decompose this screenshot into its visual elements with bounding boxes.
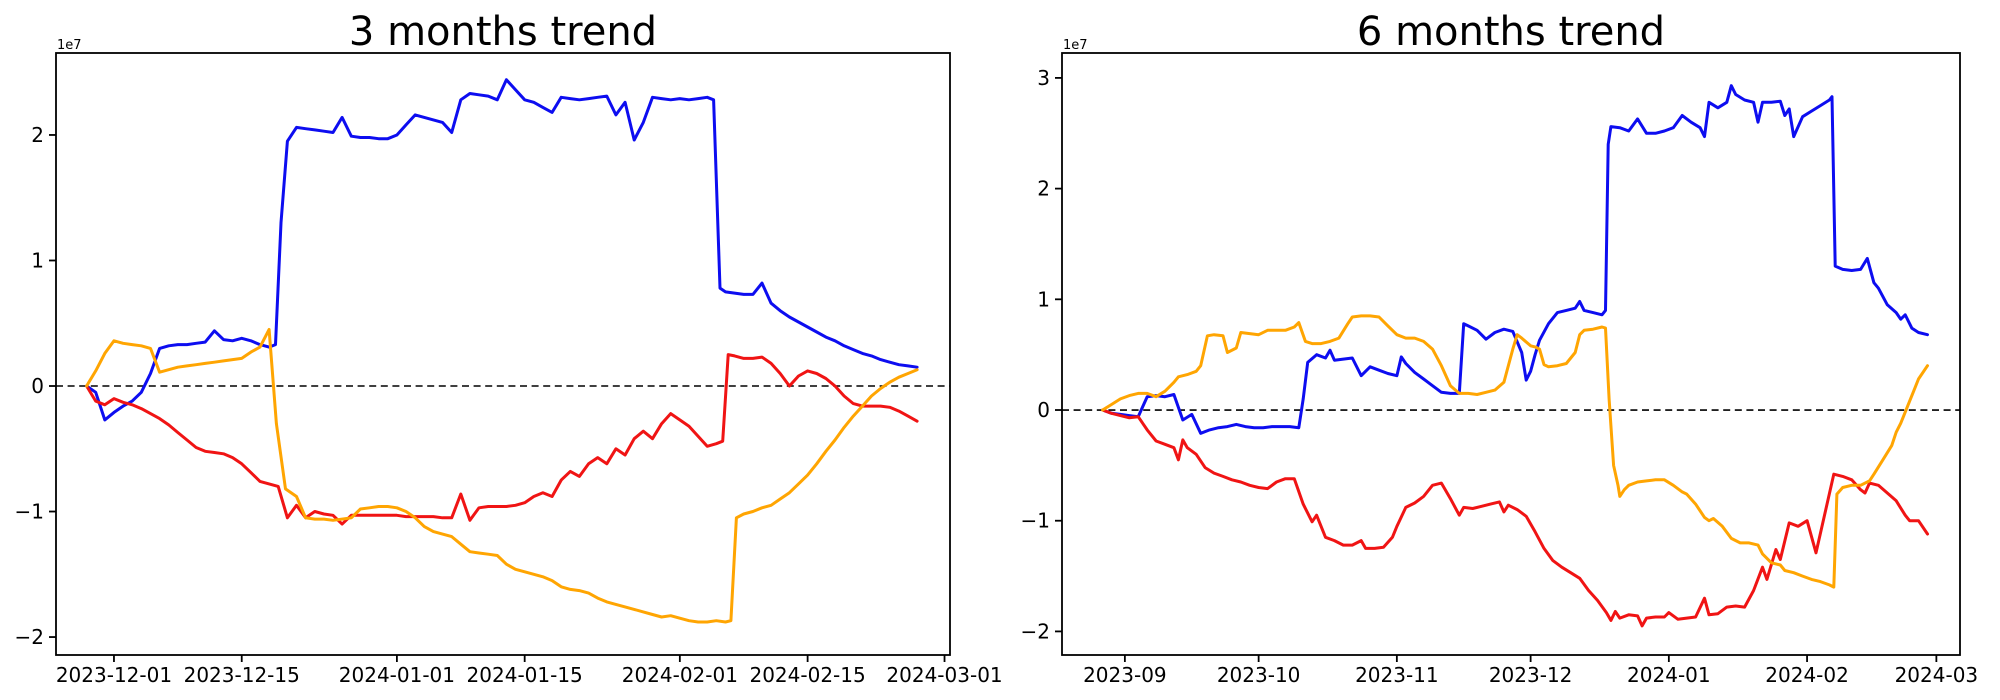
y-axis-offset-label: 1e7 (1063, 38, 1088, 53)
chart-3-months-trend: 3 months trend 1e7 2023-12-01 2023-12-15 2… (15, 9, 1003, 687)
x-tick-label: 2023-12-01 (56, 663, 172, 687)
blue-series-line (1101, 84, 1929, 435)
y-tick-label: 1 (1037, 287, 1050, 311)
y-tick-label: −2 (15, 625, 44, 649)
x-tick-label: 2023-09 (1083, 663, 1167, 687)
y-tick-label: 1 (31, 248, 44, 272)
axes-spines (55, 52, 951, 656)
x-tick-label: 2023-11 (1355, 663, 1439, 687)
x-tick-label: 2024-02 (1765, 663, 1849, 687)
y-tick-label: 3 (1037, 66, 1050, 90)
chart-title: 3 months trend (349, 9, 657, 55)
x-tick-label: 2024-03 (1895, 663, 1979, 687)
y-tick-label: 0 (1037, 398, 1050, 422)
x-tick-label: 2024-01-15 (467, 663, 583, 687)
plot-area: 2023-09 2023-10 2023-11 2023-12 2024-01 2024-… (1021, 52, 1979, 687)
y-tick-label: −1 (1021, 509, 1050, 533)
chart-title: 6 months trend (1357, 9, 1665, 55)
y-tick-label: 0 (31, 374, 44, 398)
y-axis-offset-label: 1e7 (57, 38, 82, 53)
y-tick-label: −1 (15, 500, 44, 524)
x-tick-label: 2023-10 (1217, 663, 1301, 687)
x-tick-label: 2023-12 (1489, 663, 1573, 687)
orange-series-line (85, 328, 919, 624)
x-tick-label: 2024-01-01 (339, 663, 455, 687)
x-tick-label: 2024-01 (1627, 663, 1711, 687)
x-tick-label: 2024-02-01 (622, 663, 738, 687)
plot-area: 2023-12-01 2023-12-15 2024-01-01 2024-01-15… (15, 52, 1003, 687)
red-series-line (85, 353, 919, 526)
red-series-line (1101, 408, 1929, 628)
x-tick-label: 2023-12-15 (184, 663, 300, 687)
x-tick-label: 2024-03-01 (886, 663, 1002, 687)
blue-series-line (85, 78, 919, 422)
y-tick-label: 2 (1037, 177, 1050, 201)
y-tick-label: 2 (31, 123, 44, 147)
axes-spines (1061, 52, 1961, 656)
x-tick-label: 2024-02-15 (749, 663, 865, 687)
orange-series-line (1101, 314, 1929, 589)
y-tick-label: −2 (1021, 619, 1050, 643)
chart-6-months-trend: 6 months trend 1e7 2023-09 2023-10 2023-11… (1021, 9, 1979, 687)
